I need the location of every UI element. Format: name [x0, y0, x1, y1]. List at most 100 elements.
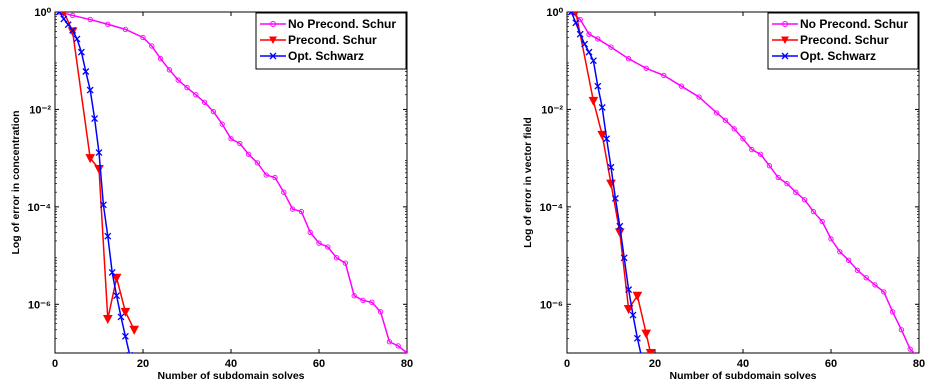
legend-marker	[782, 21, 788, 27]
data-point	[837, 249, 843, 255]
legend-entry: No Precond. Schur	[260, 17, 396, 31]
y-tick-label: 10⁻⁶	[28, 299, 51, 311]
data-point	[607, 163, 615, 171]
data-point	[61, 12, 67, 18]
data-point	[113, 292, 121, 300]
data-point	[793, 189, 799, 195]
data-point	[129, 325, 140, 335]
legend-entry: Opt. Schwarz	[260, 49, 364, 63]
data-point	[632, 291, 643, 301]
data-point	[573, 12, 579, 18]
data-point	[87, 16, 93, 23]
data-point	[898, 327, 905, 333]
legend: No Precond. Schur Precond. Schur Opt. Schw…	[255, 12, 407, 70]
data-point	[272, 174, 278, 181]
data-point	[588, 96, 599, 106]
x-tick-label: 40	[737, 358, 749, 370]
data-point	[95, 149, 103, 157]
data-point	[713, 110, 720, 116]
data-point	[572, 19, 580, 27]
data-point	[881, 289, 887, 295]
data-point	[678, 83, 685, 89]
series-opt-schwarz	[567, 12, 642, 353]
legend-label: No Precond. Schur	[800, 17, 908, 31]
data-point	[594, 82, 602, 90]
data-point	[749, 146, 755, 153]
data-point	[104, 232, 112, 240]
data-point	[369, 299, 375, 305]
legend: No Precond. Schur Precond. Schur Opt. Schw…	[767, 12, 919, 70]
data-point	[810, 208, 817, 215]
data-point	[184, 84, 190, 91]
data-point	[801, 197, 808, 203]
x-tick-label: 20	[649, 358, 661, 370]
data-point	[120, 307, 131, 317]
data-point	[404, 350, 407, 353]
legend-label: Opt. Schwarz	[288, 49, 364, 63]
legend-label: Opt. Schwarz	[800, 49, 876, 63]
data-point	[351, 293, 357, 299]
legend-entry: Precond. Schur	[260, 33, 377, 47]
data-point	[854, 267, 861, 273]
data-point	[210, 109, 217, 115]
data-point	[77, 48, 85, 56]
data-point	[99, 201, 107, 209]
data-point	[175, 77, 181, 83]
y-tick-label: 10⁰	[546, 7, 563, 19]
data-point	[69, 26, 77, 34]
data-point	[661, 72, 667, 79]
data-point	[140, 34, 146, 41]
data-point	[597, 130, 608, 140]
data-point	[166, 67, 173, 73]
x-tick-label: 20	[137, 358, 149, 370]
data-point	[784, 180, 790, 187]
series-line	[63, 12, 135, 331]
data-point	[603, 135, 611, 143]
x-tick-label: 60	[313, 358, 325, 370]
data-point	[623, 305, 634, 315]
series-no-precond-schur	[568, 12, 916, 353]
data-point	[316, 240, 322, 246]
data-point	[228, 136, 234, 142]
data-point	[105, 21, 111, 27]
data-point	[157, 56, 164, 62]
data-point	[766, 163, 773, 169]
data-point	[625, 56, 632, 62]
data-point	[333, 255, 340, 261]
data-point	[117, 313, 125, 321]
data-point	[696, 94, 702, 100]
data-point	[342, 260, 349, 266]
y-axis-label: Log of error in concentration	[10, 110, 22, 254]
data-point	[828, 236, 834, 242]
legend-box	[767, 12, 919, 70]
x-tick-label: 0	[564, 358, 570, 370]
data-point	[585, 48, 593, 56]
data-point	[360, 297, 366, 304]
data-point	[819, 218, 825, 225]
data-point	[625, 286, 633, 294]
data-point	[91, 115, 99, 123]
y-tick-label: 10⁻²	[29, 104, 51, 116]
legend-marker	[781, 36, 789, 44]
data-point	[122, 26, 129, 33]
series-opt-schwarz	[55, 12, 134, 353]
data-point	[722, 117, 729, 123]
data-point	[643, 65, 649, 71]
data-point	[395, 343, 401, 349]
data-point	[281, 189, 287, 195]
legend-label: Precond. Schur	[800, 33, 889, 47]
plot-area	[55, 12, 407, 353]
series-precond-schur	[573, 12, 656, 353]
data-point	[237, 140, 243, 147]
data-point	[82, 68, 90, 75]
data-point	[731, 126, 737, 132]
legend-label: No Precond. Schur	[288, 17, 396, 31]
data-point	[60, 15, 68, 23]
data-point	[193, 92, 199, 98]
data-point	[595, 36, 601, 42]
data-point	[567, 12, 575, 16]
data-point	[576, 30, 584, 38]
data-point	[872, 282, 878, 288]
data-point	[645, 349, 656, 353]
data-point	[740, 136, 746, 142]
